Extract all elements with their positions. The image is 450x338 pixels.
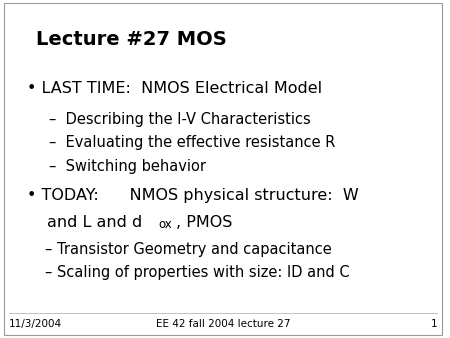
Text: Lecture #27 MOS: Lecture #27 MOS [36,30,226,49]
Text: • LAST TIME:  NMOS Electrical Model: • LAST TIME: NMOS Electrical Model [27,81,322,96]
Text: –  Switching behavior: – Switching behavior [49,159,206,174]
Text: 11/3/2004: 11/3/2004 [9,319,62,330]
Text: and L and d: and L and d [47,215,142,230]
Text: 1: 1 [431,319,437,330]
Text: • TODAY:      NMOS physical structure:  W: • TODAY: NMOS physical structure: W [27,188,359,202]
Text: EE 42 fall 2004 lecture 27: EE 42 fall 2004 lecture 27 [156,319,290,330]
Text: – Scaling of properties with size: ID and C: – Scaling of properties with size: ID an… [45,265,349,280]
Text: ox: ox [158,218,172,231]
Text: –  Describing the I-V Characteristics: – Describing the I-V Characteristics [49,112,311,126]
Text: – Transistor Geometry and capacitance: – Transistor Geometry and capacitance [45,242,331,257]
Text: –  Evaluating the effective resistance R: – Evaluating the effective resistance R [49,135,335,150]
Text: , PMOS: , PMOS [176,215,233,230]
